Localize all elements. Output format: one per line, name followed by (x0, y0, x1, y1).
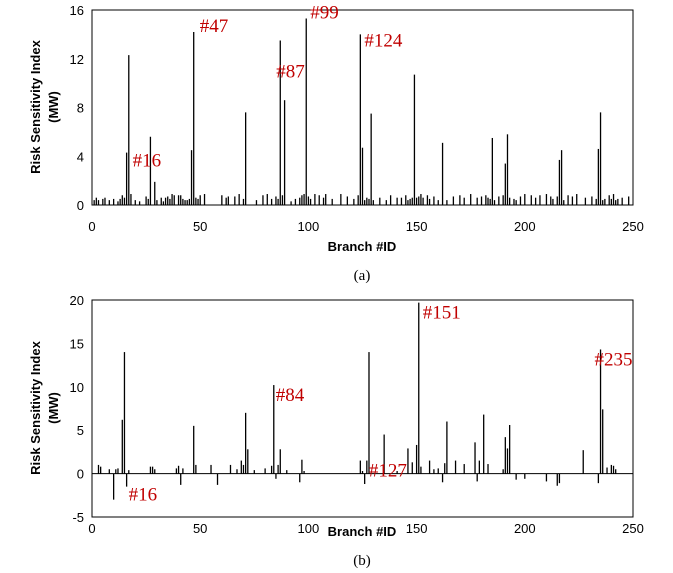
y-tick-label: 16 (70, 3, 84, 18)
x-tick-label: 0 (88, 219, 95, 234)
annotations: #16 #47 #87 #99 #124 (133, 3, 403, 172)
y-tick-label: -5 (72, 510, 84, 525)
annotation-label: #84 (276, 385, 305, 406)
x-tick-label: 0 (88, 521, 95, 536)
y-axis-label-line1: Risk Sensitivity Index (28, 39, 43, 173)
y-tick-labels: 0 4 8 12 16 (70, 3, 84, 213)
bars (97, 302, 617, 500)
x-tick-label: 250 (622, 219, 644, 234)
x-tick-labels: 0 50 100 150 200 250 (88, 521, 643, 536)
y-axis-label-line2: (MW) (46, 392, 61, 424)
caption-a: (a) (354, 268, 371, 284)
y-tick-label: 10 (70, 380, 84, 395)
y-tick-label: 12 (70, 52, 84, 67)
chart-a: 0 4 8 12 16 0 50 100 150 200 250 #16 #47 #87 #99 #124… (28, 3, 644, 284)
bars (93, 18, 630, 205)
x-axis-label: Branch #ID (328, 524, 397, 539)
caption-b: (b) (353, 553, 371, 569)
y-tick-label: 20 (70, 293, 84, 308)
chart-b: -5 0 5 10 15 20 0 50 100 150 200 250 #16 #84 #127 #15… (28, 293, 644, 569)
annotation-label: #87 (276, 61, 305, 82)
x-tick-label: 50 (193, 521, 207, 536)
annotations: #16 #84 #127 #151 #235 (129, 303, 633, 506)
y-tick-label: 0 (77, 198, 84, 213)
y-axis-label-line2: (MW) (46, 91, 61, 123)
annotation-label: #16 (129, 485, 158, 506)
y-tick-labels: -5 0 5 10 15 20 (70, 293, 84, 525)
plot-frame (91, 299, 634, 518)
x-tick-label: 50 (193, 219, 207, 234)
y-tick-label: 8 (77, 101, 84, 116)
x-tick-label: 150 (406, 521, 428, 536)
annotation-label: #47 (200, 16, 229, 37)
x-tick-label: 100 (298, 219, 320, 234)
x-tick-label: 250 (622, 521, 644, 536)
x-tick-label: 200 (514, 219, 536, 234)
x-tick-label: 100 (298, 521, 320, 536)
y-axis-label-line1: Risk Sensitivity Index (28, 340, 43, 474)
annotation-label: #99 (310, 3, 339, 24)
x-tick-labels: 0 50 100 150 200 250 (88, 219, 643, 234)
y-tick-label: 15 (70, 336, 84, 351)
annotation-label: #16 (133, 151, 162, 172)
annotation-label: #124 (364, 30, 403, 51)
x-tick-label: 200 (514, 521, 536, 536)
annotation-label: #127 (369, 461, 407, 482)
x-axis-label: Branch #ID (328, 239, 397, 254)
y-tick-label: 4 (77, 149, 84, 164)
annotation-label: #235 (595, 349, 633, 370)
annotation-label: #151 (423, 303, 461, 324)
y-tick-label: 0 (77, 467, 84, 482)
x-tick-label: 150 (406, 219, 428, 234)
y-tick-label: 5 (77, 423, 84, 438)
